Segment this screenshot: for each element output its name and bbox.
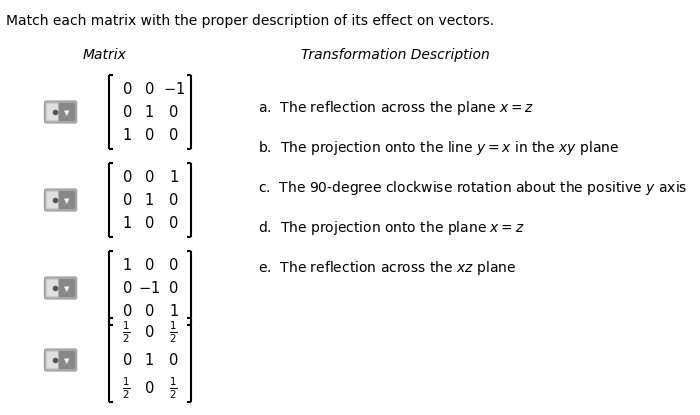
Text: $0$: $0$ [144, 81, 155, 97]
Text: ▼: ▼ [64, 110, 69, 116]
Text: $0$: $0$ [169, 104, 178, 120]
Text: d.  The projection onto the plane $x = z$: d. The projection onto the plane $x = z$ [258, 219, 525, 237]
Text: $0$: $0$ [144, 169, 155, 185]
FancyBboxPatch shape [59, 191, 75, 209]
Text: Matrix: Matrix [83, 48, 127, 62]
Text: $0$: $0$ [169, 352, 178, 368]
Text: $0$: $0$ [122, 303, 132, 319]
Text: $0$: $0$ [122, 352, 132, 368]
Text: $\frac{1}{2}$: $\frac{1}{2}$ [169, 319, 178, 345]
Text: $0$: $0$ [169, 192, 178, 208]
Text: $\frac{1}{2}$: $\frac{1}{2}$ [122, 319, 131, 345]
Text: $0$: $0$ [169, 127, 178, 143]
Text: $0$: $0$ [122, 81, 132, 97]
Text: $1$: $1$ [144, 192, 154, 208]
FancyBboxPatch shape [59, 351, 75, 369]
Text: $1$: $1$ [144, 352, 154, 368]
Text: $0$: $0$ [144, 257, 155, 273]
Text: $\frac{1}{2}$: $\frac{1}{2}$ [169, 375, 178, 400]
Text: a.  The reflection across the plane $x = z$: a. The reflection across the plane $x = … [258, 99, 535, 117]
Text: ▼: ▼ [64, 286, 69, 292]
Text: c.  The 90-degree clockwise rotation about the positive $y$ axis: c. The 90-degree clockwise rotation abou… [258, 179, 687, 197]
Text: ▼: ▼ [64, 358, 69, 364]
Text: $\frac{1}{2}$: $\frac{1}{2}$ [122, 375, 131, 400]
Text: $0$: $0$ [169, 280, 178, 296]
FancyBboxPatch shape [46, 191, 61, 209]
Text: ▼: ▼ [64, 198, 69, 204]
Text: e.  The reflection across the $xz$ plane: e. The reflection across the $xz$ plane [258, 259, 517, 277]
Text: $0$: $0$ [144, 324, 155, 340]
FancyBboxPatch shape [46, 103, 61, 121]
Text: $0$: $0$ [169, 215, 178, 231]
FancyBboxPatch shape [46, 351, 61, 369]
FancyBboxPatch shape [44, 277, 77, 299]
FancyBboxPatch shape [46, 279, 61, 297]
Text: $0$: $0$ [144, 127, 155, 143]
Text: $0$: $0$ [122, 104, 132, 120]
FancyBboxPatch shape [59, 103, 75, 121]
FancyBboxPatch shape [59, 279, 75, 297]
Text: $-1$: $-1$ [162, 81, 185, 97]
Text: $1$: $1$ [169, 303, 178, 319]
Text: Transformation Description: Transformation Description [301, 48, 490, 62]
Text: $0$: $0$ [144, 303, 155, 319]
Text: $1$: $1$ [122, 215, 132, 231]
Text: $0$: $0$ [122, 169, 132, 185]
Text: $0$: $0$ [144, 215, 155, 231]
Text: $1$: $1$ [122, 257, 132, 273]
Text: $0$: $0$ [169, 257, 178, 273]
Text: $0$: $0$ [144, 380, 155, 396]
FancyBboxPatch shape [44, 101, 77, 123]
FancyBboxPatch shape [44, 349, 77, 371]
Text: $1$: $1$ [144, 104, 154, 120]
Text: $0$: $0$ [122, 192, 132, 208]
Text: b.  The projection onto the line $y = x$ in the $xy$ plane: b. The projection onto the line $y = x$ … [258, 139, 620, 157]
FancyBboxPatch shape [44, 189, 77, 211]
Text: $1$: $1$ [122, 127, 132, 143]
Text: Match each matrix with the proper description of its effect on vectors.: Match each matrix with the proper descri… [6, 14, 495, 28]
Text: $0$: $0$ [122, 280, 132, 296]
Text: $-1$: $-1$ [139, 280, 160, 296]
Text: $1$: $1$ [169, 169, 178, 185]
